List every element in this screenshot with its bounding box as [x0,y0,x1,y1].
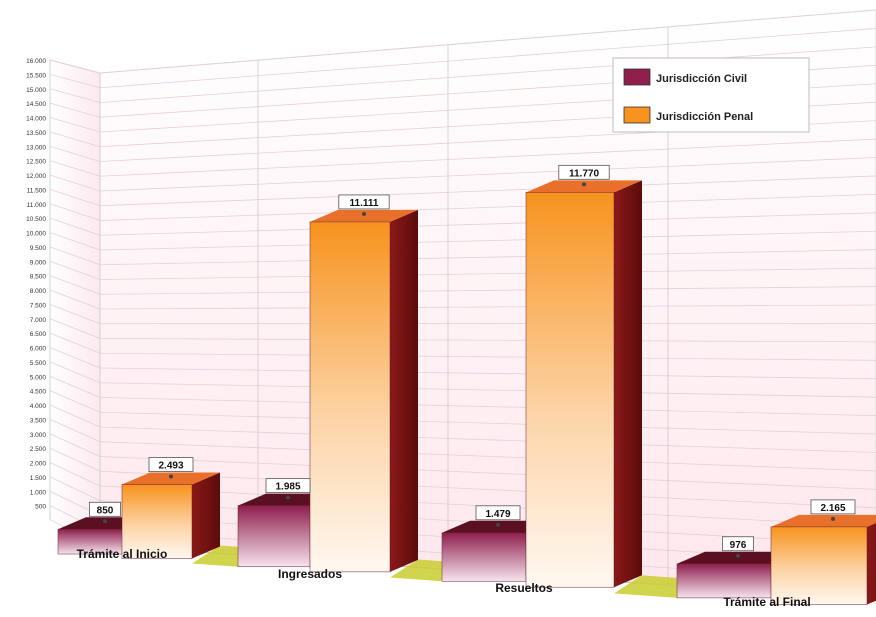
y-tick-label: 4.000 [30,403,47,410]
data-label-marker [831,517,835,521]
legend: Jurisdicción Civil Jurisdicción Penal [613,58,809,132]
x-tick-label: Resueltos [495,581,553,595]
y-tick-label: 3.000 [30,432,47,439]
y-tick-label: 3.500 [30,417,47,424]
data-label: 1.985 [275,482,300,493]
x-tick-label: Trámite al Final [723,595,810,609]
y-tick-label: 5.000 [30,374,47,381]
data-label: 2.493 [158,460,183,471]
y-tick-label: 6.000 [30,346,47,353]
side-wall [50,60,100,545]
bar-civil [677,564,771,598]
legend-swatch-penal [624,107,650,123]
bar-civil [238,506,310,567]
y-tick-label: 7.500 [30,302,47,309]
y-tick-label: 500 [35,504,46,511]
y-tick-label: 15.000 [26,87,46,94]
data-label-marker [582,182,586,186]
y-tick-label: 9.000 [30,259,47,266]
y-tick-label: 1.000 [30,489,47,496]
y-tick-label: 14.000 [26,116,46,123]
y-tick-label: 2.500 [30,446,47,453]
legend-swatch-civil [624,69,650,85]
y-tick-label: 6.500 [30,331,47,338]
data-label-marker [103,519,107,523]
x-tick-label: Trámite al Inicio [77,547,168,561]
y-tick-label: 12.000 [26,173,46,180]
y-tick-label: 10.000 [26,231,46,238]
y-tick-label: 7.000 [30,317,47,324]
bar-penal-side [192,472,220,558]
data-label: 11.770 [569,168,599,179]
data-label-marker [362,212,366,216]
bar-penal-side [614,180,642,587]
y-tick-label: 13.000 [26,144,46,151]
y-axis: 500 1.000 1.500 2.000 2.500 3.000 3.500 4.000 4.… [26,58,46,511]
data-label: 2.165 [820,503,845,514]
y-tick-label: 12.500 [26,159,46,166]
y-tick-label: 2.000 [30,461,47,468]
y-tick-label: 15.500 [26,72,46,79]
bar-penal [310,222,390,572]
y-tick-label: 1.500 [30,475,47,482]
y-tick-label: 11.500 [27,187,47,194]
bar-penal-side [867,515,876,605]
data-label: 976 [730,540,747,551]
data-label-marker [736,554,740,558]
y-tick-label: 9.500 [30,245,47,252]
y-tick-label: 8.000 [30,288,47,295]
y-tick-label: 16.000 [26,58,46,65]
bar-penal [771,527,867,605]
y-tick-label: 13.500 [26,130,46,137]
legend-label-civil: Jurisdicción Civil [656,73,747,85]
data-label-marker [496,523,500,527]
bar-penal [526,192,614,587]
y-tick-label: 4.500 [30,389,47,396]
data-label: 850 [97,505,114,516]
data-label-marker [286,496,290,500]
bar-penal-side [390,210,418,572]
data-label: 11.111 [350,198,379,209]
data-label-marker [169,474,173,478]
bar-civil [442,533,526,581]
y-tick-label: 10.500 [26,216,46,223]
x-tick-label: Ingresados [278,567,342,581]
y-tick-label: 14.500 [26,101,46,108]
y-tick-label: 11.000 [27,202,47,209]
legend-label-penal: Jurisdicción Penal [656,111,753,123]
y-tick-label: 8.500 [30,274,47,281]
data-label: 1.479 [485,509,510,520]
y-tick-label: 5.500 [30,360,47,367]
